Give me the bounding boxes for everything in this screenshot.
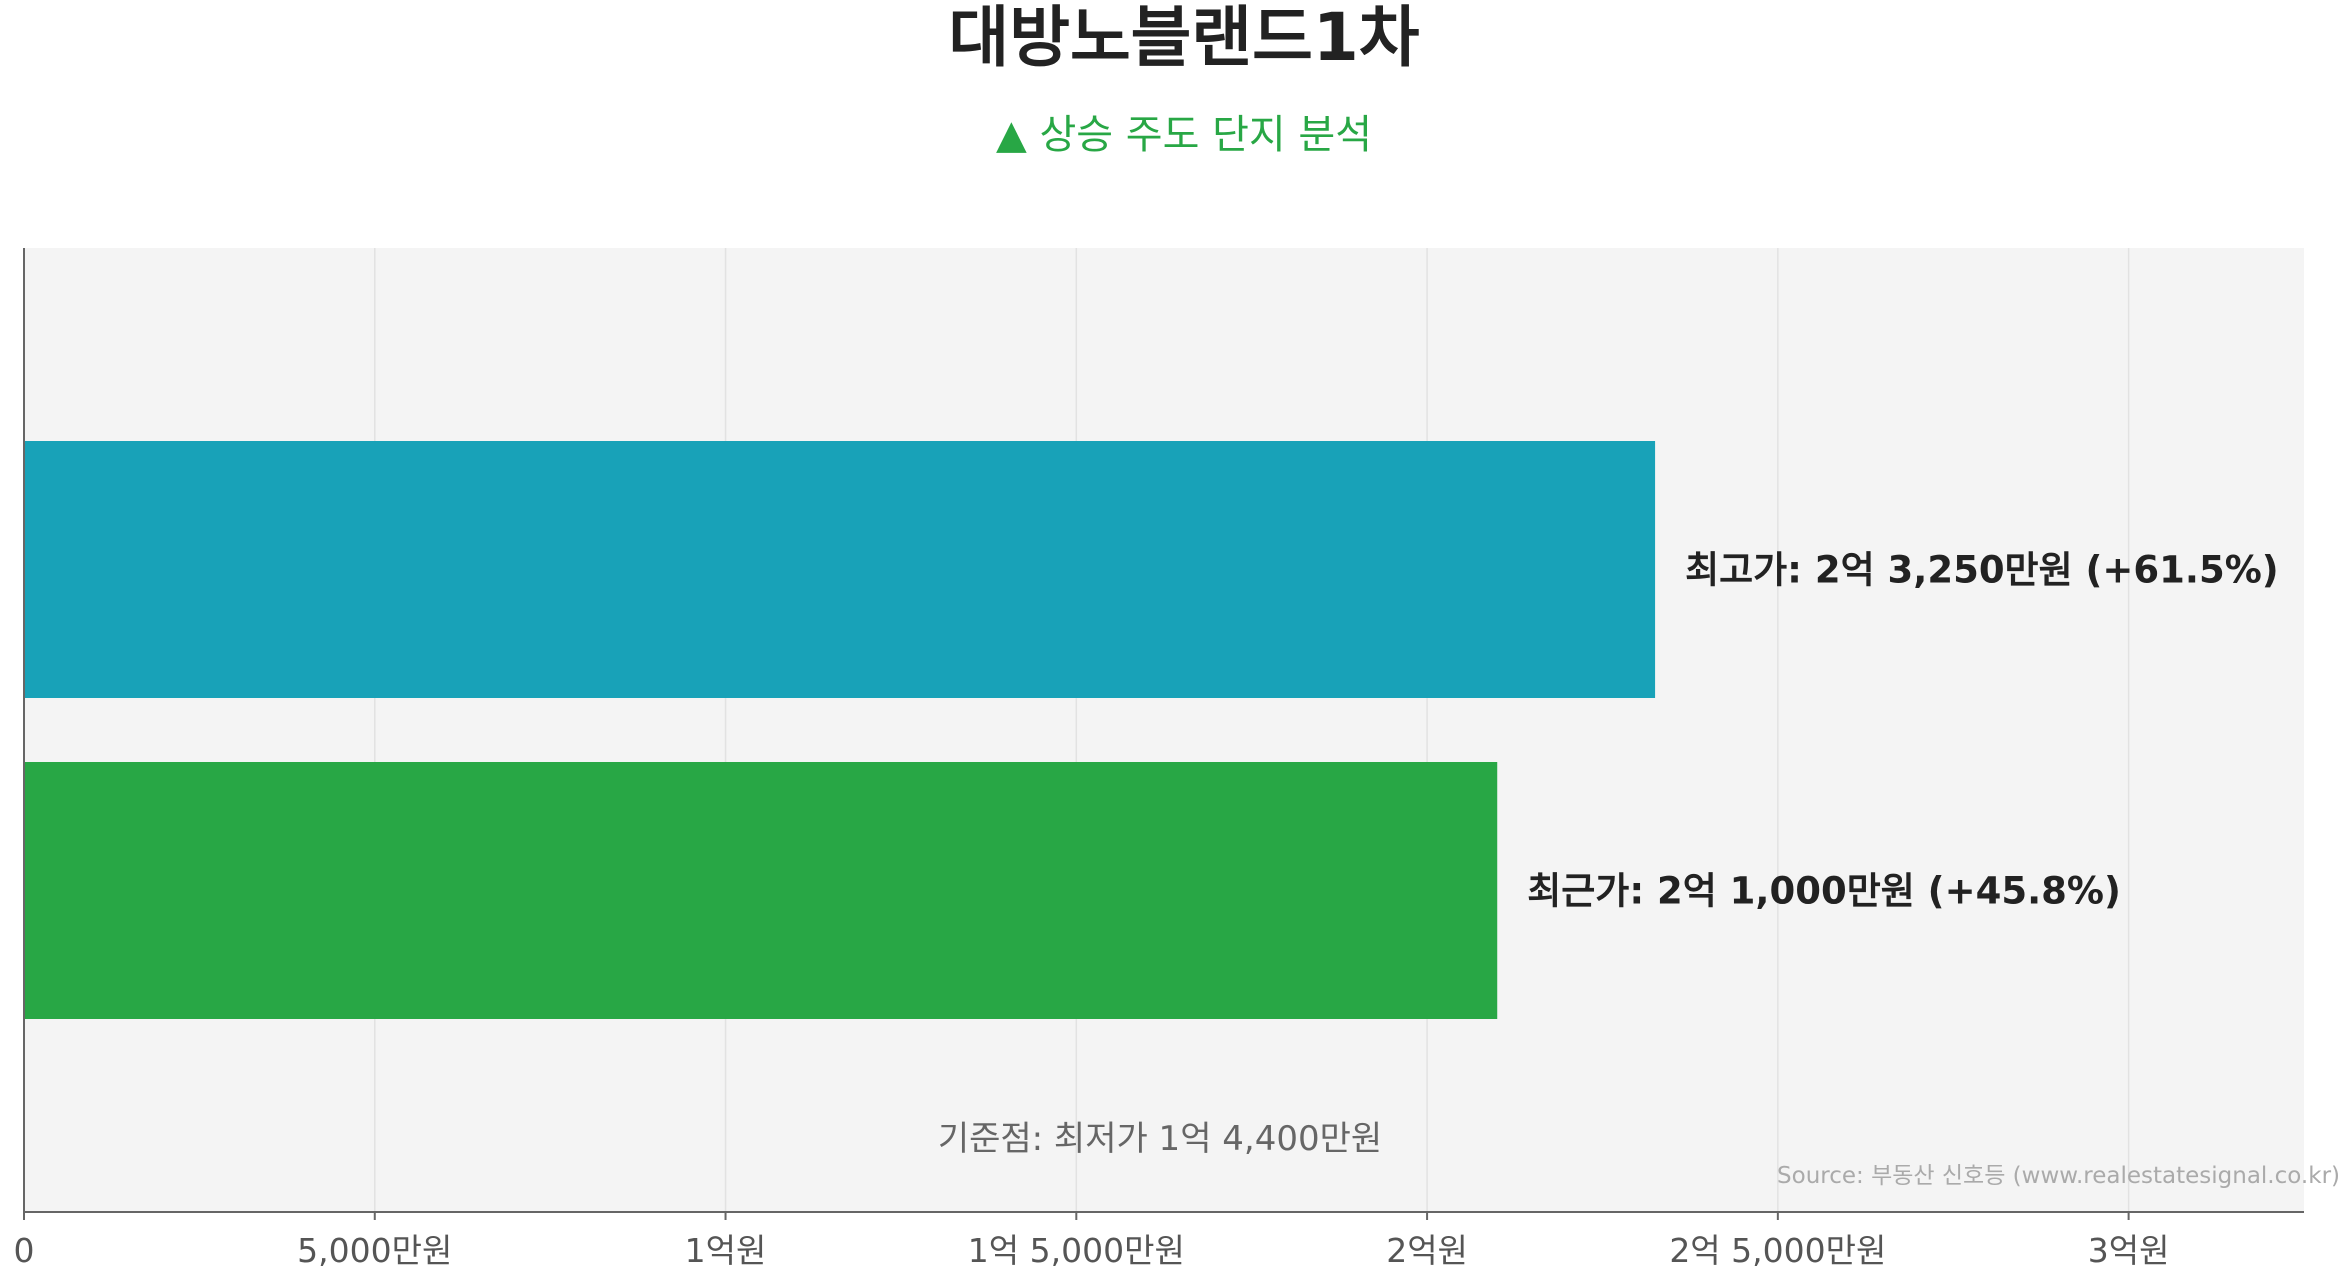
x-tick-label: 1억원 — [685, 1231, 767, 1268]
x-tick-label: 2억원 — [1386, 1231, 1468, 1268]
x-tick-label: 3억원 — [2088, 1231, 2170, 1268]
bar-highest — [24, 441, 1656, 698]
bar-label-recent: 최근가: 2억 1,000만원 (+45.8%) — [1527, 870, 2121, 913]
axes: 0 5,000만원 1억원 1억 5,000만원 2억원 2억 5,000만원 3억원 — [14, 248, 2304, 1268]
chart-subtitle: ▲ 상승 주도 단지 분석 — [996, 112, 1372, 158]
bar-label-highest: 최고가: 2억 3,250만원 (+61.5%) — [1685, 549, 2279, 592]
bar-recent — [24, 762, 1498, 1019]
source-note: Source: 부동산 신호등 (www.realestatesignal.co… — [1777, 1163, 2340, 1189]
x-tick-label: 0 — [14, 1231, 35, 1268]
bars: 최고가: 2억 3,250만원 (+61.5%) 최근가: 2억 1,000만원 … — [24, 441, 2279, 1019]
plot-area — [24, 248, 2304, 1212]
x-tick-label: 5,000만원 — [297, 1231, 452, 1268]
chart-title: 대방노블랜드1차 — [949, 0, 1420, 76]
baseline-note: 기준점: 최저가 1억 4,400만원 — [938, 1119, 1382, 1159]
x-tick-label: 1억 5,000만원 — [968, 1231, 1185, 1268]
x-tick-label: 2억 5,000만원 — [1669, 1231, 1886, 1268]
grid-lines — [374, 248, 2130, 1212]
